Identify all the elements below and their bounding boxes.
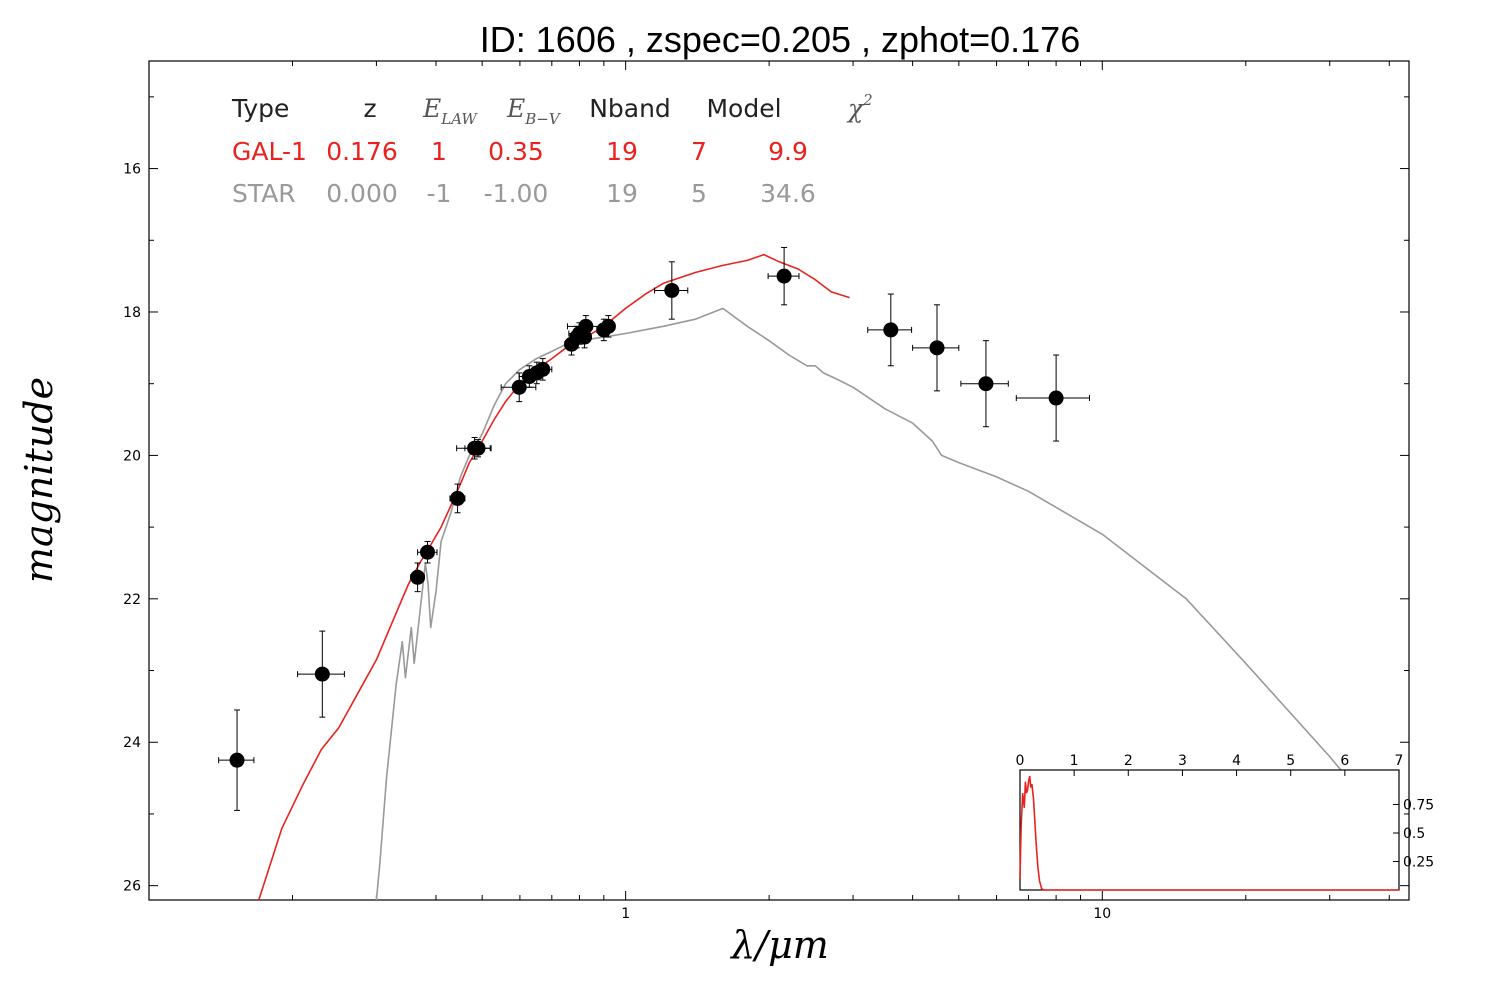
header-nband: Nband bbox=[589, 94, 671, 123]
photometry-point bbox=[767, 246, 800, 306]
table-cell-nband: 19 bbox=[606, 137, 638, 166]
table-cell-z: 0.176 bbox=[326, 137, 398, 166]
y-tick-label: 24 bbox=[123, 735, 141, 751]
header-ebv-base: E bbox=[506, 94, 525, 123]
y-tick-label: 26 bbox=[123, 879, 141, 895]
data-point-marker bbox=[978, 376, 994, 392]
photometry-point bbox=[417, 540, 438, 564]
header-ebv: EB−V bbox=[506, 94, 562, 128]
data-point-marker bbox=[776, 268, 792, 284]
y-tick-label: 18 bbox=[123, 305, 141, 321]
photometry-point bbox=[960, 340, 1009, 428]
photometry-point bbox=[566, 315, 604, 338]
table-cell-type: GAL-1 bbox=[232, 137, 307, 166]
header-elaw-base: E bbox=[422, 94, 441, 123]
inset-x-tick-label: 7 bbox=[1395, 753, 1404, 769]
inset-axis-ticks: 0 1 2 3 4 5 6 7 0.25 0.5 0.75 bbox=[1016, 753, 1435, 871]
x-tick-label: 10 bbox=[1093, 906, 1111, 922]
redshift-pdf-line bbox=[1019, 775, 1399, 891]
header-elaw-sub: LAW bbox=[440, 110, 478, 128]
x-tick-label: 1 bbox=[621, 906, 630, 922]
table-cell-model: 7 bbox=[691, 137, 707, 166]
photometry-point bbox=[600, 315, 616, 338]
header-chi2-sup: 2 bbox=[862, 91, 873, 109]
data-point-marker bbox=[664, 282, 680, 298]
redshift-pdf-inset: 0 1 2 3 4 5 6 7 0.25 0.5 0.75 bbox=[1016, 753, 1435, 891]
inset-x-tick-label: 5 bbox=[1286, 753, 1295, 769]
inset-frame bbox=[1019, 769, 1400, 891]
inset-series bbox=[1019, 775, 1399, 891]
photometry-point bbox=[218, 709, 255, 811]
data-point-marker bbox=[883, 322, 899, 338]
data-point-marker bbox=[511, 379, 527, 395]
y-tick-label: 20 bbox=[123, 448, 141, 464]
inset-x-tick-label: 6 bbox=[1340, 753, 1349, 769]
data-point-marker bbox=[450, 490, 466, 506]
table-cell-model: 5 bbox=[691, 179, 707, 208]
inset-x-tick-label: 0 bbox=[1016, 753, 1025, 769]
data-point-marker bbox=[1048, 390, 1064, 406]
photometry-point bbox=[654, 261, 689, 320]
data-point-marker bbox=[420, 544, 436, 560]
data-point-marker bbox=[410, 569, 426, 585]
table-cell-chi2: 34.6 bbox=[760, 179, 816, 208]
x-axis-label: λ/μm bbox=[729, 923, 829, 967]
data-point-marker bbox=[578, 318, 594, 334]
inset-y-tick-label: 0.5 bbox=[1403, 826, 1425, 842]
photometry-point bbox=[1015, 354, 1090, 442]
inset-y-tick-label: 0.75 bbox=[1403, 798, 1434, 814]
y-tick-label: 16 bbox=[123, 162, 141, 178]
photometry-point bbox=[912, 304, 960, 392]
table-cell-elaw: 1 bbox=[431, 137, 447, 166]
chart-title: ID: 1606 , zspec=0.205 , zphot=0.176 bbox=[480, 19, 1080, 60]
inset-x-tick-label: 2 bbox=[1124, 753, 1133, 769]
data-point-marker bbox=[929, 340, 945, 356]
inset-y-tick-label: 0.25 bbox=[1403, 855, 1434, 871]
photometry-point bbox=[867, 293, 913, 367]
table-cell-ebv: 0.35 bbox=[488, 137, 544, 166]
table-cell-elaw: -1 bbox=[427, 179, 452, 208]
inset-x-tick-label: 3 bbox=[1178, 753, 1187, 769]
photometry-point bbox=[410, 562, 426, 593]
inset-x-tick-label: 4 bbox=[1232, 753, 1241, 769]
table-cell-nband: 19 bbox=[606, 179, 638, 208]
main-plot-frame bbox=[148, 60, 1410, 901]
header-chi2: χ2 bbox=[846, 91, 873, 123]
photometry-point bbox=[297, 630, 345, 718]
table-cell-z: 0.000 bbox=[326, 179, 398, 208]
data-point-marker bbox=[535, 361, 551, 377]
photometry-point bbox=[449, 483, 466, 514]
galaxy-model-sed-line bbox=[258, 253, 850, 901]
photometry-point bbox=[532, 358, 553, 381]
y-axis-label: magnitude bbox=[17, 377, 61, 583]
main-points bbox=[218, 246, 1090, 811]
table-cell-chi2: 9.9 bbox=[768, 137, 808, 166]
header-chi2-base: χ bbox=[846, 94, 865, 123]
data-point-marker bbox=[600, 318, 616, 334]
data-point-marker bbox=[314, 666, 330, 682]
header-model: Model bbox=[706, 94, 781, 123]
photometry-point bbox=[464, 439, 491, 458]
y-tick-label: 22 bbox=[123, 592, 141, 608]
fit-table-rows: GAL-1 0.176 1 0.35 19 7 9.9 STAR 0.000 -1 -1.00 19 5… bbox=[232, 137, 816, 208]
table-cell-ebv: -1.00 bbox=[484, 179, 549, 208]
header-elaw: ELAW bbox=[422, 94, 478, 128]
inset-x-tick-label: 1 bbox=[1070, 753, 1079, 769]
header-ebv-sub: B−V bbox=[524, 110, 562, 128]
header-type: Type bbox=[231, 94, 289, 123]
header-z: z bbox=[363, 94, 376, 123]
data-point-marker bbox=[470, 440, 486, 456]
fit-table: Type z ELAW EB−V Nband Model χ2 GAL-1 0.1… bbox=[231, 91, 873, 208]
data-point-marker bbox=[229, 752, 245, 768]
table-cell-type: STAR bbox=[232, 179, 296, 208]
